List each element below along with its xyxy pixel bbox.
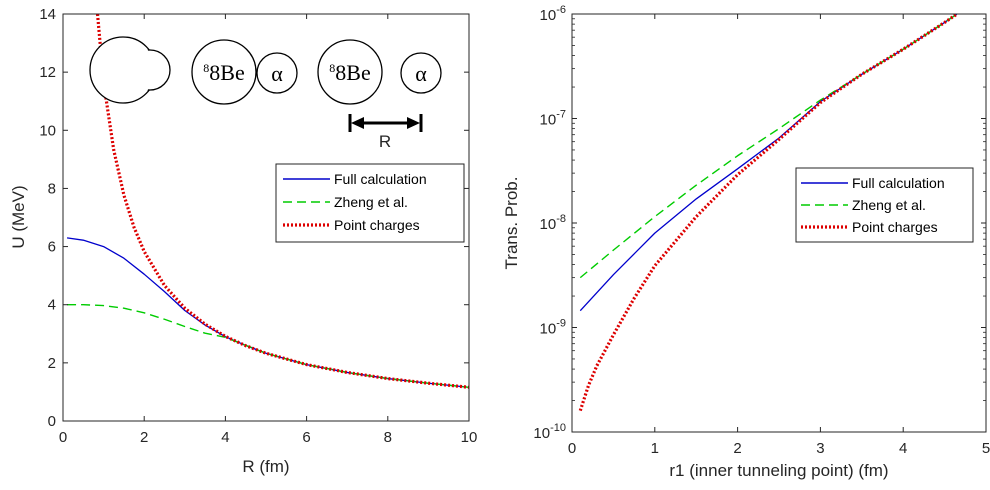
left-x-tick-label: 4 [221,429,229,446]
right-x-tick-label: 5 [982,440,990,457]
left-series-point-charges [95,14,469,389]
right-y-tick-label: 10-9 [540,318,566,338]
merged-nucleus [89,36,171,104]
right-x-tick-label: 2 [733,440,741,457]
right-chart: 0 1 2 3 4 5 10-10 10-9 10-8 10-7 10-6 r1 (inner tu… [502,4,990,480]
right-legend: Full calculation Zheng et al. Point char… [795,167,974,243]
separation-arrow [348,114,423,132]
right-series-zheng-et-al [579,14,958,279]
left-x-tick-label: 8 [384,429,392,446]
left-y-tick-label: 6 [48,239,56,256]
right-legend-full: Full calculation [852,175,945,191]
right-y-tick-label: 10-6 [540,4,566,24]
left-x-tick-label: 0 [59,429,67,446]
right-y-axis-label: Trans. Prob. [502,177,521,270]
be8-nucleus-1 [191,39,257,105]
alpha-nucleus-2 [400,52,442,94]
right-legend-point: Point charges [852,219,938,235]
left-legend-zheng: Zheng et al. [334,194,408,210]
alpha-label-1: α [271,61,283,86]
be8-nucleus-2 [317,39,383,105]
left-x-axis-label: R (fm) [242,457,289,476]
alpha-nucleus-1 [256,52,298,94]
right-x-tick-label: 0 [568,440,576,457]
left-y-tick-label: 8 [48,180,56,197]
right-legend-box [795,167,974,243]
alpha-label-2: α [415,61,427,86]
be8-label-1: 88Be [203,60,244,85]
left-y-tick-label: 4 [48,297,56,314]
left-y-tick-label: 0 [48,413,56,430]
right-ticks: 0 1 2 3 4 5 10-10 10-9 10-8 10-7 10-6 [533,4,990,457]
left-y-tick-label: 2 [48,355,56,372]
be8-label-2: 88Be [329,60,370,85]
nucleus-diagram: 88Be α 88Be α R [89,36,442,151]
left-x-tick-label: 10 [461,429,478,446]
right-x-tick-label: 3 [816,440,824,457]
left-y-tick-label: 10 [39,122,56,139]
right-series-point-charges [578,14,958,412]
right-y-tick-label: 10-7 [540,109,566,129]
left-legend-point: Point charges [334,217,420,233]
left-chart: 0 2 4 6 8 10 0 2 4 6 8 10 12 14 R (fm) U (MeV) 88Be α… [9,6,477,476]
left-legend-full: Full calculation [334,171,427,187]
right-x-tick-label: 4 [899,440,907,457]
separation-label: R [379,132,391,151]
left-y-tick-label: 12 [39,64,56,81]
left-curves [66,14,469,389]
right-y-tick-label: 10-8 [540,213,566,233]
left-x-tick-label: 6 [302,429,310,446]
right-legend-zheng: Zheng et al. [852,197,926,213]
left-y-axis-label: U (MeV) [9,185,28,248]
left-legend: Full calculation Zheng et al. Point char… [275,163,465,243]
left-y-tick-label: 14 [39,6,56,23]
right-curves [578,14,958,412]
right-x-tick-label: 1 [651,440,659,457]
left-x-tick-label: 2 [140,429,148,446]
right-y-tick-label: 10-10 [533,422,566,442]
left-axes-box [62,13,470,422]
left-legend-box [275,163,465,243]
left-ticks: 0 2 4 6 8 10 0 2 4 6 8 10 12 14 [39,6,477,446]
right-x-axis-label: r1 (inner tunneling point) (fm) [669,461,888,480]
left-series-zheng-et-al [67,304,469,388]
